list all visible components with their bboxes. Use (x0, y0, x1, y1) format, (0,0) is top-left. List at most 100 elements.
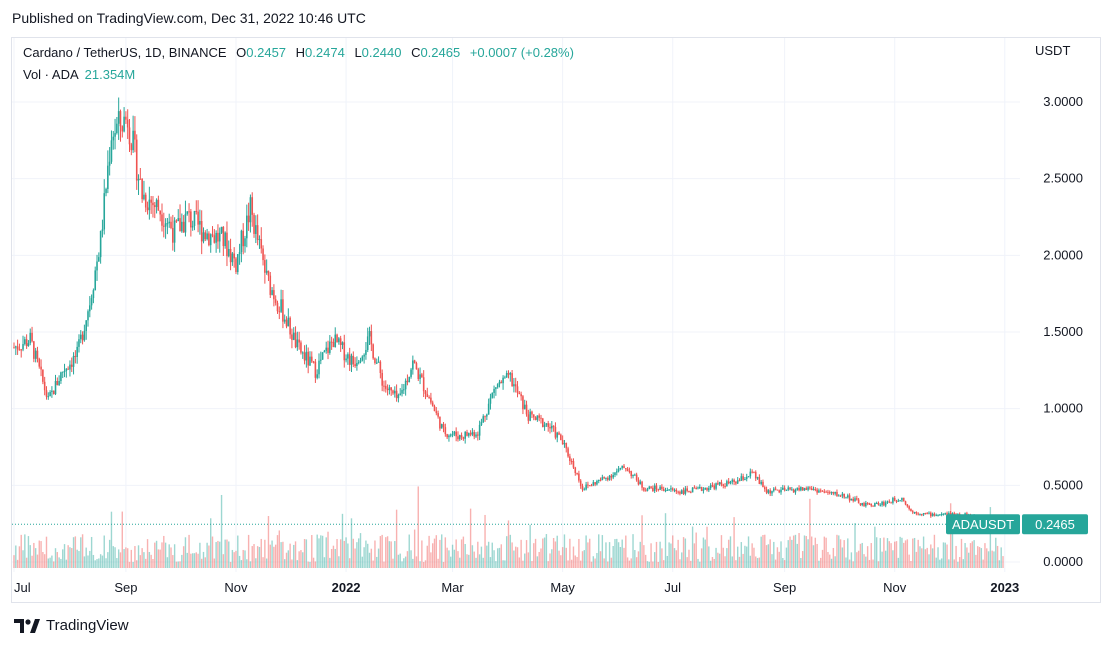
volume-bar (105, 558, 107, 568)
volume-bar (686, 557, 688, 568)
volume-bar (193, 553, 196, 568)
volume-bar (296, 560, 299, 568)
volume-bar (758, 557, 761, 568)
volume-bar (170, 547, 172, 568)
volume-bar (432, 543, 434, 568)
candle-body (700, 487, 703, 491)
volume-bar (401, 561, 403, 568)
volume-bar (390, 541, 392, 568)
volume-bar (872, 559, 874, 568)
candle-body (558, 432, 560, 435)
candle-body (718, 482, 721, 485)
candle-body (856, 498, 858, 500)
candle-body (902, 497, 905, 502)
candle-body (139, 178, 142, 180)
candle-body (919, 514, 921, 516)
volume-bar (365, 540, 367, 568)
volume-bar (314, 561, 317, 568)
volume-bar (287, 550, 290, 568)
candle-body (323, 350, 326, 353)
volume-bar (103, 535, 105, 568)
volume-bar (590, 561, 593, 568)
candle-body (717, 483, 719, 485)
volume-bar (776, 547, 779, 568)
volume-bar (903, 542, 905, 568)
candle-body (13, 347, 15, 349)
volume-bar (489, 557, 492, 568)
volume-bar (847, 538, 849, 568)
candle-body (370, 331, 373, 345)
candle-body (392, 390, 394, 394)
volume-bar (870, 543, 872, 568)
volume-bar (347, 543, 349, 568)
volume-bar (231, 549, 234, 568)
volume-bar (154, 542, 156, 568)
candle-body (626, 468, 629, 472)
candle-body (318, 360, 320, 375)
volume-bar (441, 534, 443, 568)
volume-bar (827, 552, 829, 568)
volume-bar (47, 558, 49, 568)
candle-body (94, 270, 97, 291)
candle-body (197, 211, 199, 225)
volume-bar (125, 547, 127, 568)
volume-bar (222, 554, 225, 568)
volume-bar (767, 544, 770, 568)
volume-bar (863, 554, 865, 568)
volume-bar (166, 557, 169, 568)
volume-bar (888, 541, 891, 568)
volume-bar (525, 540, 528, 568)
volume-bar (603, 558, 605, 568)
volume-bar (697, 558, 699, 568)
volume-bar (543, 537, 546, 568)
y-tick-label: 0.0000 (1043, 554, 1083, 569)
published-note: Published on TradingView.com, Dec 31, 20… (12, 10, 366, 26)
volume-bar (430, 552, 432, 568)
volume-bar (533, 543, 535, 568)
volume-bar (652, 561, 654, 568)
candle-body (951, 513, 954, 516)
symbol-name[interactable]: Cardano / TetherUS, 1D, BINANCE (23, 45, 227, 60)
volume-bar (220, 494, 223, 568)
candle-body (606, 477, 609, 480)
volume-bar (376, 556, 378, 568)
candle-body (874, 503, 876, 507)
volume-bar (953, 559, 955, 568)
volume-bar (107, 552, 109, 568)
candle-body (662, 488, 665, 491)
volume-bar (852, 561, 854, 568)
volume-bar (406, 551, 409, 568)
volume-label[interactable]: Vol · ADA (23, 67, 79, 82)
candle-body (424, 391, 427, 394)
candle-body (635, 474, 638, 481)
volume-bar (379, 536, 382, 568)
volume-bar (132, 561, 134, 568)
volume-bar (63, 544, 66, 568)
candle-body (67, 368, 69, 370)
candle-body (875, 502, 878, 504)
volume-bar (854, 523, 856, 568)
candle-body (42, 369, 44, 382)
volume-bar (699, 561, 701, 568)
volume-bar (226, 539, 228, 568)
candle-body (150, 199, 152, 203)
volume-bar (83, 556, 86, 568)
volume-bar (240, 560, 243, 568)
volume-bar (309, 561, 311, 568)
candle-body (904, 501, 907, 505)
volume-bar (148, 551, 151, 568)
candle-body (466, 432, 468, 436)
candle-body (226, 232, 228, 257)
volume-bar (276, 535, 279, 568)
volume-bar (998, 560, 1001, 568)
volume-bar (874, 526, 876, 568)
candle-body (359, 360, 362, 363)
footer-brand[interactable]: TradingView (14, 617, 129, 634)
volume-bar (843, 540, 845, 568)
volume-bar (765, 545, 768, 568)
volume-bar (565, 547, 567, 568)
volume-bar (65, 559, 68, 568)
candle-body (435, 411, 438, 414)
volume-bar (89, 550, 91, 568)
